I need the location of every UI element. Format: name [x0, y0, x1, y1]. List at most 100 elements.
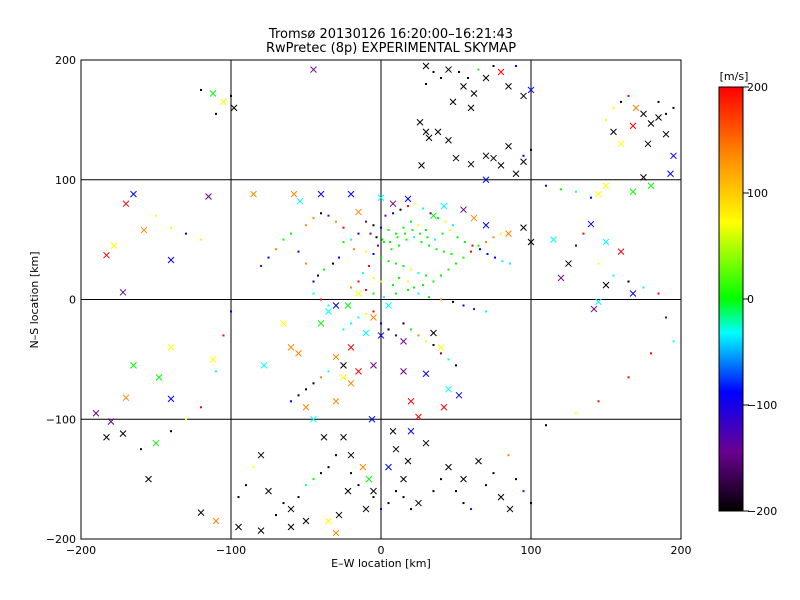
data-point-dot: [467, 76, 469, 79]
data-point-x: [440, 202, 448, 210]
data-point-dot: [402, 322, 405, 325]
data-point-dot: [515, 478, 517, 481]
data-point-x: [644, 140, 652, 148]
data-point-x: [505, 142, 512, 150]
data-point-dot: [327, 370, 330, 373]
data-point-dot: [395, 232, 397, 235]
data-point-x: [344, 302, 352, 309]
data-point-dot: [357, 280, 360, 283]
data-point-x: [440, 403, 448, 411]
colorbar-tick-label: −200: [747, 505, 777, 518]
data-point-dot: [452, 224, 454, 227]
plot-area: [80, 59, 682, 540]
y-tick-label: −200: [46, 533, 76, 546]
colorbar-tick-label: −100: [747, 399, 777, 412]
data-point-dot: [410, 220, 412, 223]
data-point-dot: [215, 370, 217, 373]
data-point-x: [155, 373, 163, 381]
data-point-x: [632, 104, 640, 112]
data-point-x: [110, 242, 118, 249]
data-point-x: [452, 154, 460, 162]
data-point-dot: [155, 214, 157, 217]
data-point-x: [287, 344, 295, 351]
data-point-dot: [530, 502, 532, 505]
data-point-x: [119, 288, 127, 296]
data-point-x: [296, 197, 304, 205]
data-point-dot: [335, 220, 337, 223]
data-point-dot: [320, 376, 322, 379]
data-point-dot: [605, 118, 607, 121]
data-point-dot: [441, 232, 444, 235]
data-point-dot: [395, 490, 397, 493]
data-point-dot: [657, 292, 660, 295]
data-point-x: [362, 505, 370, 513]
data-point-dot: [665, 316, 667, 319]
data-point-dot: [372, 276, 375, 279]
data-point-dot: [440, 298, 442, 301]
data-point-x: [130, 190, 137, 198]
data-point-x: [280, 320, 287, 327]
data-point-dot: [435, 248, 438, 251]
data-point-dot: [297, 496, 300, 499]
data-point-x: [550, 236, 557, 243]
data-point-dot: [471, 244, 474, 247]
data-point-x: [317, 320, 325, 327]
colorbar-label: [m/s]: [720, 70, 749, 83]
data-point-x: [197, 509, 205, 517]
data-point-x: [587, 220, 595, 228]
data-point-dot: [380, 280, 382, 283]
data-point-dot: [425, 340, 427, 343]
data-point-dot: [372, 224, 375, 227]
data-point-x: [347, 379, 355, 387]
colorbar: [m/s] 200 100 0 −100 −200: [718, 70, 777, 518]
data-point-x: [365, 475, 373, 483]
data-point-x: [250, 190, 257, 198]
data-point-dot: [372, 292, 375, 295]
data-point-dot: [260, 264, 262, 267]
data-point-dot: [405, 238, 408, 241]
data-point-x: [392, 445, 400, 453]
data-point-x: [332, 529, 340, 537]
data-point-dot: [320, 212, 322, 215]
data-point-x: [130, 362, 137, 369]
data-point-x: [460, 206, 467, 214]
data-point-dot: [447, 268, 450, 271]
data-point-x: [497, 68, 505, 76]
data-point-x: [220, 98, 227, 106]
data-point-dot: [443, 250, 445, 253]
data-point-dot: [410, 508, 412, 511]
data-point-x: [617, 248, 625, 255]
data-point-dot: [387, 229, 390, 232]
data-point-dot: [369, 232, 372, 235]
data-point-x: [617, 140, 625, 148]
data-point-dot: [267, 256, 270, 259]
x-axis-ticks: −200 −100 0 100 200: [66, 544, 692, 557]
data-point-dot: [485, 484, 487, 487]
data-point-x: [347, 451, 355, 459]
data-point-x: [445, 66, 452, 73]
data-point-dot: [372, 252, 375, 255]
data-point-x: [520, 158, 527, 166]
data-point-dot: [327, 466, 330, 469]
data-point-x: [122, 200, 130, 208]
data-point-dot: [252, 466, 255, 469]
data-point-dot: [399, 208, 402, 211]
data-point-x: [260, 362, 268, 369]
colorbar-tick-label: 200: [747, 81, 768, 94]
x-tick-label: −100: [216, 544, 246, 557]
data-point-x: [377, 332, 385, 339]
data-point-x: [595, 190, 602, 198]
data-point-x: [385, 302, 392, 309]
data-point-dot: [282, 502, 285, 505]
data-point-x: [520, 224, 527, 232]
data-point-x: [527, 238, 535, 246]
data-point-x: [445, 463, 452, 471]
data-point-x: [470, 214, 478, 222]
data-point-dot: [323, 268, 325, 271]
data-point-dot: [200, 406, 202, 409]
y-tick-label: −100: [46, 413, 76, 426]
data-point-dot: [398, 276, 400, 279]
data-point-dot: [422, 207, 424, 210]
data-point-dot: [383, 296, 385, 299]
data-point-x: [368, 415, 376, 423]
